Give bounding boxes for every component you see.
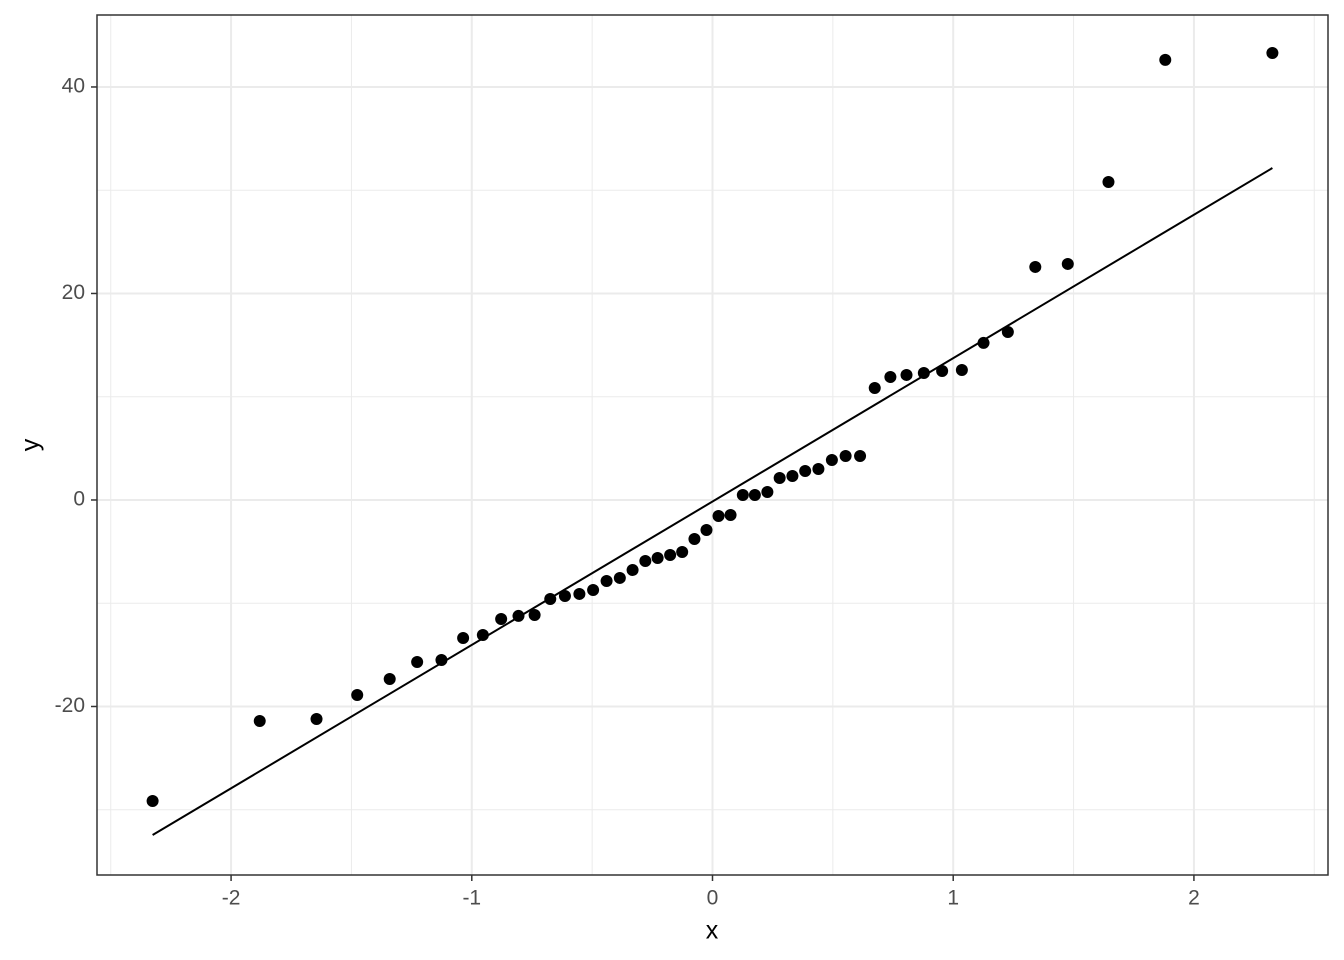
- point: [825, 454, 838, 467]
- y-tick-label: 20: [62, 281, 85, 304]
- point: [839, 449, 852, 462]
- x-tick-label: 1: [947, 887, 959, 910]
- y-tick-label: 0: [73, 488, 85, 511]
- x-axis-title: x: [706, 917, 719, 945]
- point: [383, 673, 396, 686]
- point: [1029, 260, 1042, 273]
- point: [613, 571, 626, 584]
- point: [600, 575, 613, 588]
- point: [1061, 257, 1074, 270]
- point: [639, 555, 652, 568]
- x-tick-label: -2: [222, 887, 241, 910]
- point: [688, 533, 701, 546]
- point: [917, 366, 930, 379]
- point: [884, 371, 897, 384]
- y-tick-label: -20: [55, 694, 85, 717]
- x-tick-label: -1: [462, 887, 481, 910]
- point: [495, 613, 508, 626]
- point: [651, 552, 664, 565]
- point: [786, 470, 799, 483]
- point: [955, 363, 968, 376]
- point: [476, 629, 489, 642]
- point: [253, 714, 266, 727]
- point: [748, 489, 761, 502]
- point: [854, 449, 867, 462]
- reference-line: [152, 167, 1273, 836]
- point: [1001, 325, 1014, 338]
- point: [664, 549, 677, 562]
- x-tick-label: 2: [1188, 887, 1200, 910]
- point: [712, 509, 725, 522]
- point: [573, 587, 586, 600]
- point: [435, 654, 448, 667]
- point: [558, 590, 571, 603]
- point: [736, 489, 749, 502]
- point: [1102, 175, 1115, 188]
- point: [587, 584, 600, 597]
- point: [812, 463, 825, 476]
- point: [1266, 46, 1279, 59]
- point: [1159, 53, 1172, 66]
- x-tick-label: 0: [707, 887, 719, 910]
- point: [773, 471, 786, 484]
- point: [900, 368, 913, 381]
- point: [761, 486, 774, 499]
- y-axis-title: y: [17, 438, 45, 451]
- point: [977, 336, 990, 349]
- point: [676, 546, 689, 559]
- point: [868, 381, 881, 394]
- point: [936, 365, 949, 378]
- point: [724, 508, 737, 521]
- point: [700, 524, 713, 537]
- point: [457, 632, 470, 645]
- point: [528, 609, 541, 622]
- point: [626, 563, 639, 576]
- point: [411, 655, 424, 668]
- point: [799, 464, 812, 477]
- point: [310, 712, 323, 725]
- point: [146, 794, 159, 807]
- panel-border: [96, 14, 1329, 876]
- point: [351, 689, 364, 702]
- y-tick-label: 40: [62, 75, 85, 98]
